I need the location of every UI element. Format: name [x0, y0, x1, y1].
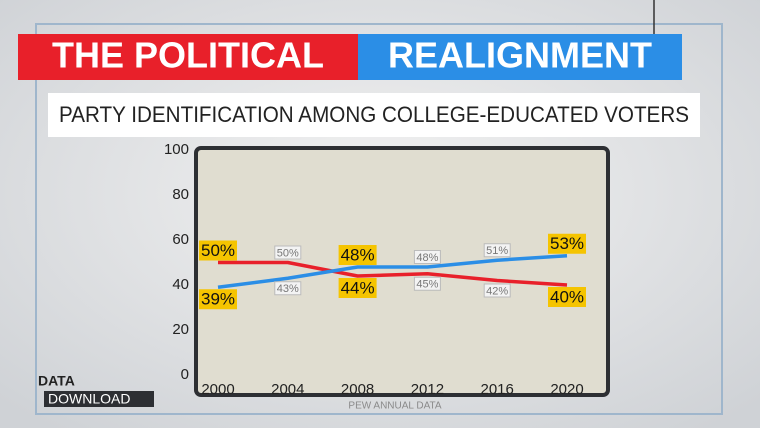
- value-label: 40%: [550, 287, 584, 306]
- value-label-bg: [338, 278, 377, 298]
- value-label-bg: [274, 245, 302, 260]
- title-highlight: REALIGNMENT: [388, 35, 652, 76]
- value-label-bg: [483, 283, 511, 298]
- value-label: 48%: [341, 245, 375, 264]
- logo-bottom: DOWNLOAD: [48, 391, 130, 407]
- value-label: 51%: [486, 245, 508, 257]
- subtitle: PARTY IDENTIFICATION AMONG COLLEGE-EDUCA…: [59, 102, 689, 127]
- y-tick-label: 0: [181, 366, 189, 383]
- y-tick-label: 40: [172, 276, 189, 293]
- value-label-bg: [199, 240, 237, 261]
- frame: [35, 23, 723, 415]
- x-tick-label: 2012: [411, 381, 444, 398]
- value-label-bg: [483, 243, 511, 258]
- value-label-bg: [413, 250, 441, 264]
- x-tick-label: 2000: [201, 381, 234, 398]
- value-label: 42%: [486, 285, 508, 297]
- x-tick-label: 2016: [481, 381, 514, 398]
- series-line: [218, 260, 568, 287]
- source: PEW ANNUAL DATA: [348, 401, 441, 412]
- subtitle-bg: [48, 93, 700, 137]
- value-label: 44%: [341, 278, 375, 297]
- y-tick-label: 20: [172, 321, 189, 338]
- value-label-bg: [338, 245, 377, 265]
- x-tick-label: 2008: [341, 381, 374, 398]
- title: THE POLITICAL: [52, 35, 324, 76]
- value-label-bg: [274, 281, 302, 296]
- logo-top: DATA: [38, 373, 75, 389]
- y-tick-label: 100: [164, 141, 189, 158]
- x-tick-label: 2020: [550, 381, 583, 398]
- value-label-bg: [548, 287, 586, 307]
- title-highlight-bg: [358, 34, 682, 80]
- logo-bg: [44, 391, 154, 407]
- value-label-bg: [413, 276, 441, 291]
- value-label: 50%: [277, 247, 299, 259]
- y-tick-label: 60: [172, 231, 189, 248]
- value-label: 45%: [416, 279, 438, 291]
- series-line: [217, 254, 568, 289]
- value-label: 50%: [201, 241, 235, 260]
- value-label: 43%: [277, 283, 299, 295]
- value-label-bg: [199, 289, 237, 310]
- title-bg: [18, 34, 358, 80]
- value-label: 48%: [416, 252, 438, 264]
- x-tick-label: 2004: [271, 381, 304, 398]
- plot-area: [194, 146, 610, 397]
- value-label: 39%: [201, 290, 235, 309]
- value-label-bg: [548, 233, 586, 254]
- y-tick-label: 80: [172, 186, 189, 203]
- value-label: 53%: [550, 234, 584, 253]
